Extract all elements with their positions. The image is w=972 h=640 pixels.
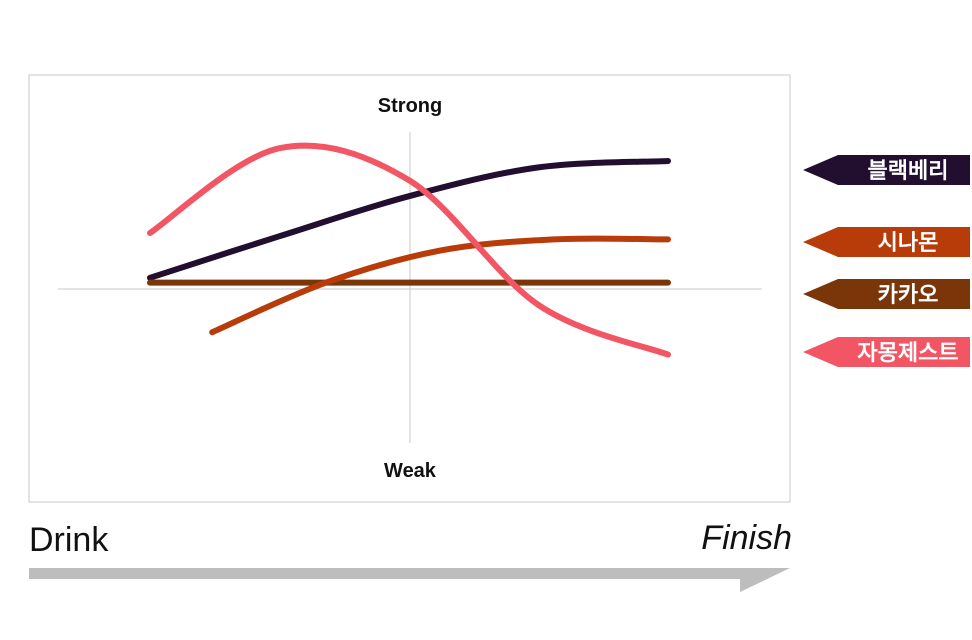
strong-label: Strong	[378, 95, 442, 117]
legend-item-cinnamon: 시나몬	[803, 227, 970, 257]
legend-tag	[803, 227, 970, 257]
drink-label: Drink	[29, 521, 109, 559]
legend-tag	[803, 279, 970, 309]
series-line-grapefruit-zest	[147, 142, 671, 358]
legend-tag	[803, 337, 970, 367]
legend-item-blackberry: 블랙베리	[803, 155, 970, 185]
legend-item-cacao: 카카오	[803, 279, 970, 309]
legend-label: 자몽제스트	[857, 341, 958, 366]
series-line-blackberry	[147, 158, 671, 281]
legend-tag	[803, 155, 970, 185]
legend-label: 카카오	[878, 283, 939, 308]
legend-label: 시나몬	[878, 231, 939, 256]
weak-label: Weak	[384, 460, 437, 482]
finish-label: Finish	[701, 519, 792, 557]
legend-item-grapefruit-zest: 자몽제스트	[803, 337, 970, 367]
legend-label: 블랙베리	[868, 159, 949, 184]
series-line-cinnamon	[209, 235, 671, 336]
series-layer	[147, 142, 671, 358]
progress-arrow	[29, 568, 790, 592]
